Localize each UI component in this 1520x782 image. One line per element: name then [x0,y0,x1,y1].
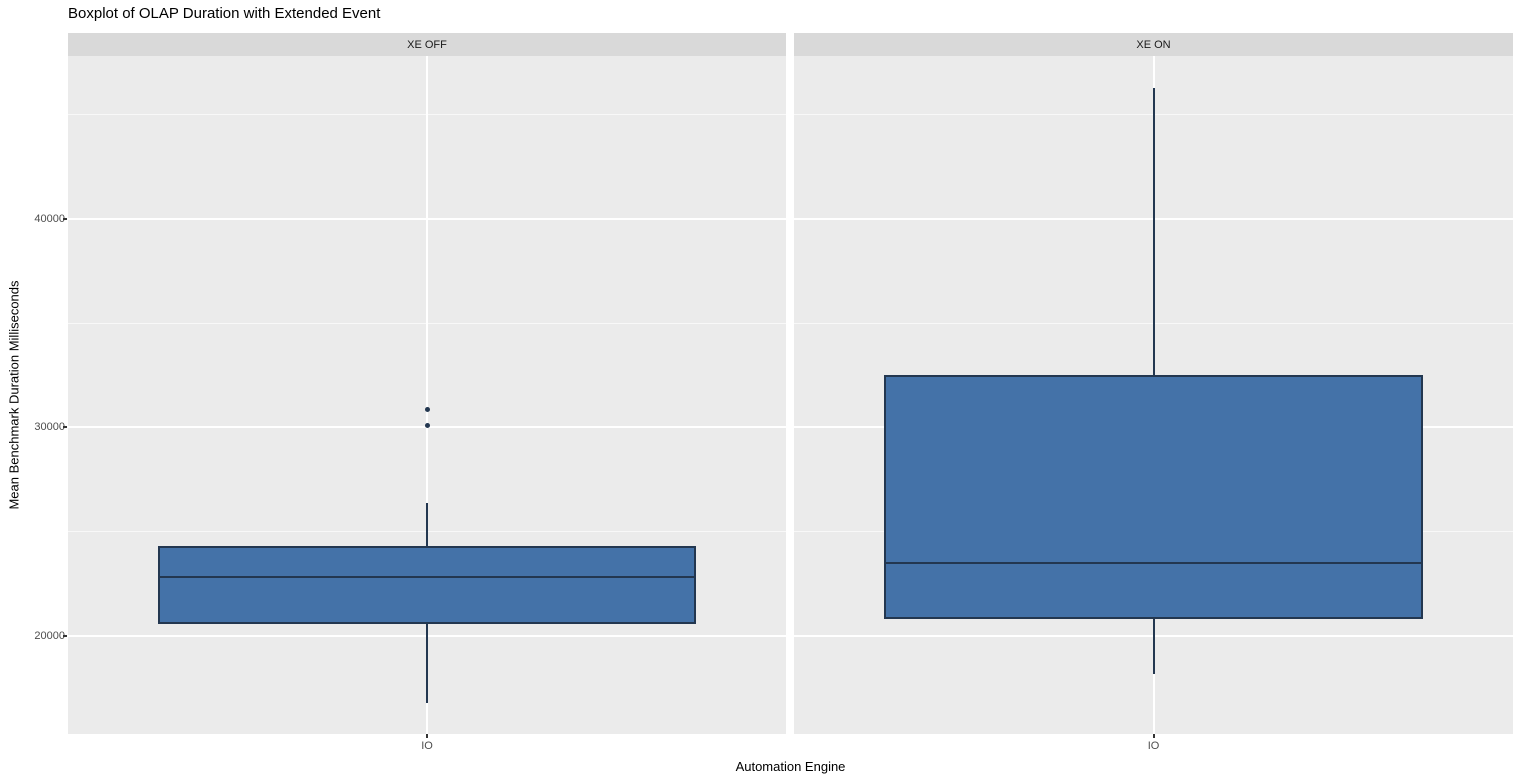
facet-0: XE OFF IO [68,33,786,752]
boxplot-box [883,375,1424,620]
y-tick-mark [63,426,67,429]
median-line [883,562,1424,565]
x-tick-label: IO [421,740,433,752]
median-line [157,576,697,579]
whisker-lower [1152,619,1155,675]
gridline-vertical [426,56,428,734]
facet-1: XE ON IO [794,33,1513,752]
x-tick-label: IO [1147,740,1160,752]
whisker-upper [426,503,428,546]
facet-strip-label: XE ON [1136,38,1171,51]
y-tick-label: 20000 [34,629,65,642]
whisker-upper [1152,88,1155,375]
outlier-point [424,407,430,413]
facet-panel [794,56,1513,734]
facet-strip: XE OFF [68,33,786,56]
y-axis-title: Mean Benchmark Duration Milliseconds [6,280,22,510]
chart-title: Boxplot of OLAP Duration with Extended E… [68,5,381,22]
y-tick-label: 30000 [34,421,65,434]
facet-panel [68,56,786,734]
facet-strip-label: XE OFF [407,38,447,51]
y-tick-mark [63,634,67,637]
y-tick-mark [63,218,67,221]
outlier-point [424,422,430,428]
x-axis-title: Automation Engine [735,759,846,774]
whisker-lower [426,624,428,704]
facet-panels: XE OFF IO XE ON IO [68,33,1513,752]
boxplot-box [157,545,697,625]
x-tick-mark [1152,734,1155,738]
x-tick-mark [426,734,428,738]
facet-strip: XE ON [794,33,1513,56]
y-tick-label: 40000 [34,213,65,226]
